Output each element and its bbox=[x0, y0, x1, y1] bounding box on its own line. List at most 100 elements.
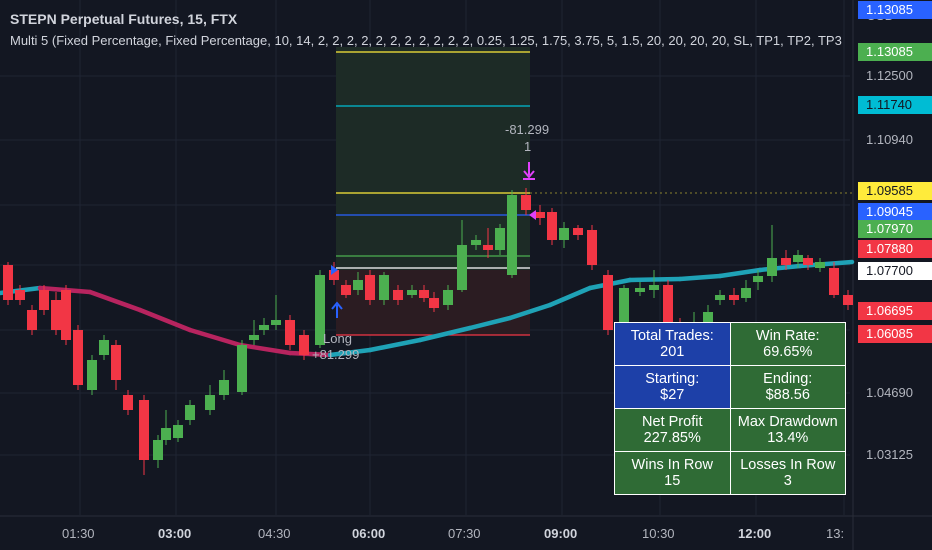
candle-body bbox=[573, 228, 583, 235]
candle-body bbox=[793, 255, 803, 262]
candle-up bbox=[649, 270, 659, 298]
candle-body bbox=[803, 258, 813, 265]
max-drawdown-cell: Max Drawdown 13.4% bbox=[729, 408, 846, 452]
ending-cell: Ending: $88.56 bbox=[729, 365, 846, 409]
net-profit-cell: Net Profit 227.85% bbox=[614, 408, 731, 452]
candle-down bbox=[843, 290, 853, 310]
time-label: 07:30 bbox=[448, 526, 481, 541]
candle-down bbox=[535, 205, 545, 225]
candle-up bbox=[767, 225, 777, 282]
candle-body bbox=[663, 285, 673, 330]
candle-down bbox=[39, 285, 49, 315]
candle-body bbox=[161, 428, 171, 440]
candle-body bbox=[61, 290, 71, 340]
candle-body bbox=[285, 320, 295, 345]
starting-cell: Starting: $27 bbox=[614, 365, 731, 409]
candle-up bbox=[271, 295, 281, 330]
candle-up bbox=[87, 355, 97, 395]
long-trade-value: +81.299 bbox=[312, 347, 360, 362]
candle-down bbox=[329, 262, 339, 285]
candle-down bbox=[729, 288, 739, 305]
candle-down bbox=[829, 262, 839, 298]
candle-body bbox=[51, 300, 61, 330]
price-tag: 1.06695 bbox=[858, 302, 932, 320]
candle-body bbox=[393, 290, 403, 300]
candle-body bbox=[329, 270, 339, 280]
moving-average-segment bbox=[467, 315, 513, 331]
candle-body bbox=[353, 280, 363, 290]
candle-up bbox=[259, 318, 269, 335]
candle-body bbox=[559, 228, 569, 240]
short-trade-value: -81.299 bbox=[505, 122, 550, 137]
candle-up bbox=[407, 285, 417, 298]
candle-down bbox=[341, 280, 351, 298]
time-label: 06:00 bbox=[352, 526, 386, 541]
entry-marker bbox=[331, 265, 338, 275]
candle-body bbox=[173, 425, 183, 438]
candle-body bbox=[153, 440, 163, 460]
candle-down bbox=[73, 325, 83, 390]
candle-body bbox=[111, 345, 121, 380]
time-label: 04:30 bbox=[258, 526, 291, 541]
candle-up bbox=[99, 335, 109, 360]
candle-body bbox=[407, 290, 417, 295]
price-tag: 1.06085 bbox=[858, 325, 932, 343]
candle-up bbox=[219, 370, 229, 400]
candle-body bbox=[587, 230, 597, 265]
price-tick-label: 1.03125 bbox=[866, 447, 913, 462]
candle-body bbox=[443, 290, 453, 305]
candle-body bbox=[495, 228, 505, 250]
candle-body bbox=[741, 288, 751, 298]
candle-up bbox=[495, 224, 505, 255]
candle-body bbox=[99, 340, 109, 355]
candle-down bbox=[419, 285, 429, 302]
candle-body bbox=[635, 288, 645, 292]
candle-body bbox=[781, 258, 791, 265]
price-tag: 1.13085 bbox=[858, 1, 932, 19]
candle-body bbox=[843, 295, 853, 305]
candle-body bbox=[603, 275, 613, 330]
losses-in-row-cell: Losses In Row 3 bbox=[729, 451, 846, 495]
moving-average-segment bbox=[287, 350, 333, 358]
candle-up bbox=[471, 235, 481, 250]
candle-up bbox=[741, 280, 751, 302]
indicator-legend[interactable]: Multi 5 (Fixed Percentage, Fixed Percent… bbox=[10, 33, 842, 48]
candle-up bbox=[153, 435, 163, 468]
candle-body bbox=[471, 240, 481, 245]
price-tag: 1.07970 bbox=[858, 220, 932, 238]
candle-down bbox=[483, 228, 493, 258]
time-label: 01:30 bbox=[62, 526, 95, 541]
candle-body bbox=[535, 212, 545, 218]
candle-down bbox=[365, 270, 375, 305]
time-label: 12:00 bbox=[738, 526, 772, 541]
moving-average-segment bbox=[797, 259, 855, 269]
total-trades-cell: Total Trades: 201 bbox=[614, 322, 731, 366]
candle-down bbox=[285, 315, 295, 350]
short-exit-arrow bbox=[523, 162, 535, 180]
candle-up bbox=[173, 420, 183, 442]
candle-up bbox=[715, 290, 725, 305]
candle-body bbox=[3, 265, 13, 300]
exit-marker bbox=[529, 210, 536, 220]
candle-down bbox=[429, 292, 439, 312]
time-label: 10:30 bbox=[642, 526, 675, 541]
wins-in-row-cell: Wins In Row 15 bbox=[614, 451, 731, 495]
candle-up bbox=[353, 272, 363, 295]
candle-down bbox=[521, 188, 531, 215]
candle-body bbox=[767, 258, 777, 276]
candle-body bbox=[619, 288, 629, 330]
moving-average-segment bbox=[757, 263, 803, 273]
candle-body bbox=[379, 275, 389, 300]
candle-body bbox=[341, 285, 351, 295]
candle-body bbox=[271, 320, 281, 325]
price-tag: 1.11740 bbox=[858, 96, 932, 114]
candle-body bbox=[315, 275, 325, 345]
candle-body bbox=[139, 400, 149, 460]
price-tag: 1.09585 bbox=[858, 182, 932, 200]
candle-up bbox=[315, 270, 325, 348]
moving-average-segment bbox=[187, 327, 243, 348]
candle-body bbox=[249, 335, 259, 340]
candle-body bbox=[715, 295, 725, 300]
candle-body bbox=[185, 405, 195, 420]
moving-average-segment bbox=[327, 347, 373, 358]
